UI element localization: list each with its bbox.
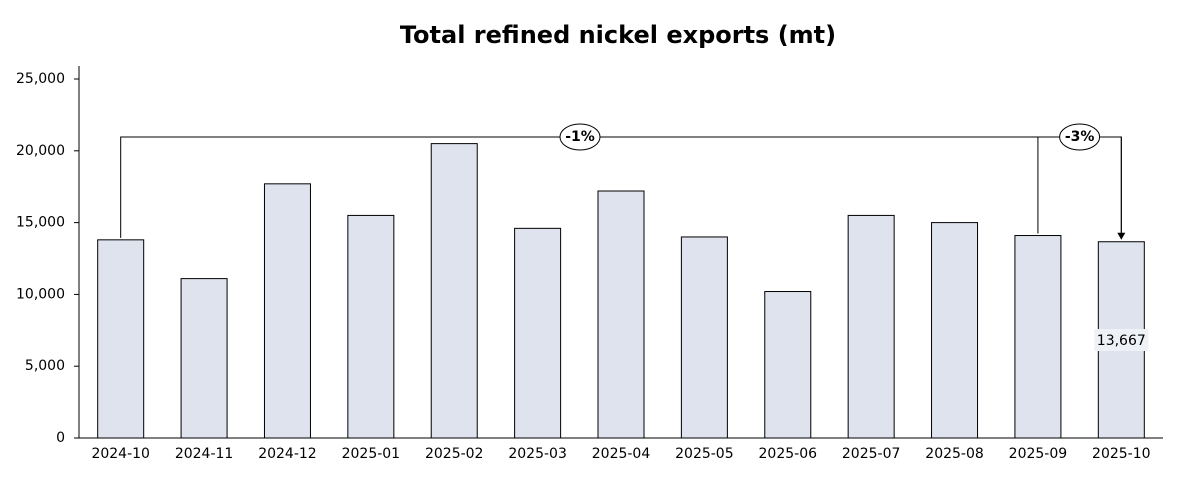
value-label-bg (1094, 329, 1149, 351)
y-tick-label: 0 (56, 430, 65, 446)
chart-title: Total refined nickel exports (mt) (400, 21, 836, 49)
x-tick-label: 2025-04 (592, 446, 651, 462)
x-tick-label: 2025-07 (842, 446, 901, 462)
x-tick-label: 2025-01 (342, 446, 401, 462)
x-tick-label: 2025-02 (425, 446, 484, 462)
y-tick-label: 10,000 (16, 286, 65, 302)
bar (764, 291, 812, 439)
x-tick-label: 2024-10 (91, 446, 150, 462)
bar (97, 239, 145, 439)
value-label: 13,667 (1097, 333, 1146, 349)
bar (430, 143, 478, 439)
annotation-bubble (559, 123, 601, 151)
annotation: -3% (1065, 129, 1095, 145)
x-tick-label: 2025-08 (925, 446, 984, 462)
x-tick-label: 2025-03 (508, 446, 567, 462)
bar (597, 190, 645, 439)
x-tick-label: 2024-12 (258, 446, 317, 462)
bar (514, 227, 562, 439)
y-tick-label: 20,000 (16, 143, 65, 159)
x-tick-label: 2024-11 (175, 446, 234, 462)
arrowhead (1117, 232, 1126, 240)
bar (931, 222, 979, 439)
bracket (1037, 136, 1122, 234)
x-tick-label: 2025-06 (759, 446, 818, 462)
x-tick-label: 2025-05 (675, 446, 734, 462)
bar (180, 278, 228, 439)
annotation-bubble (1059, 123, 1101, 151)
bar (263, 183, 311, 439)
x-tick-label: 2025-10 (1092, 446, 1151, 462)
y-tick-label: 5,000 (25, 358, 65, 374)
y-tick-label: 15,000 (16, 215, 65, 231)
y-tick-label: 25,000 (16, 71, 65, 87)
bar (1014, 235, 1062, 439)
annotation: -1% (565, 129, 595, 145)
bar (680, 236, 728, 439)
bar (347, 214, 395, 439)
bar (847, 214, 895, 439)
x-tick-label: 2025-09 (1009, 446, 1068, 462)
